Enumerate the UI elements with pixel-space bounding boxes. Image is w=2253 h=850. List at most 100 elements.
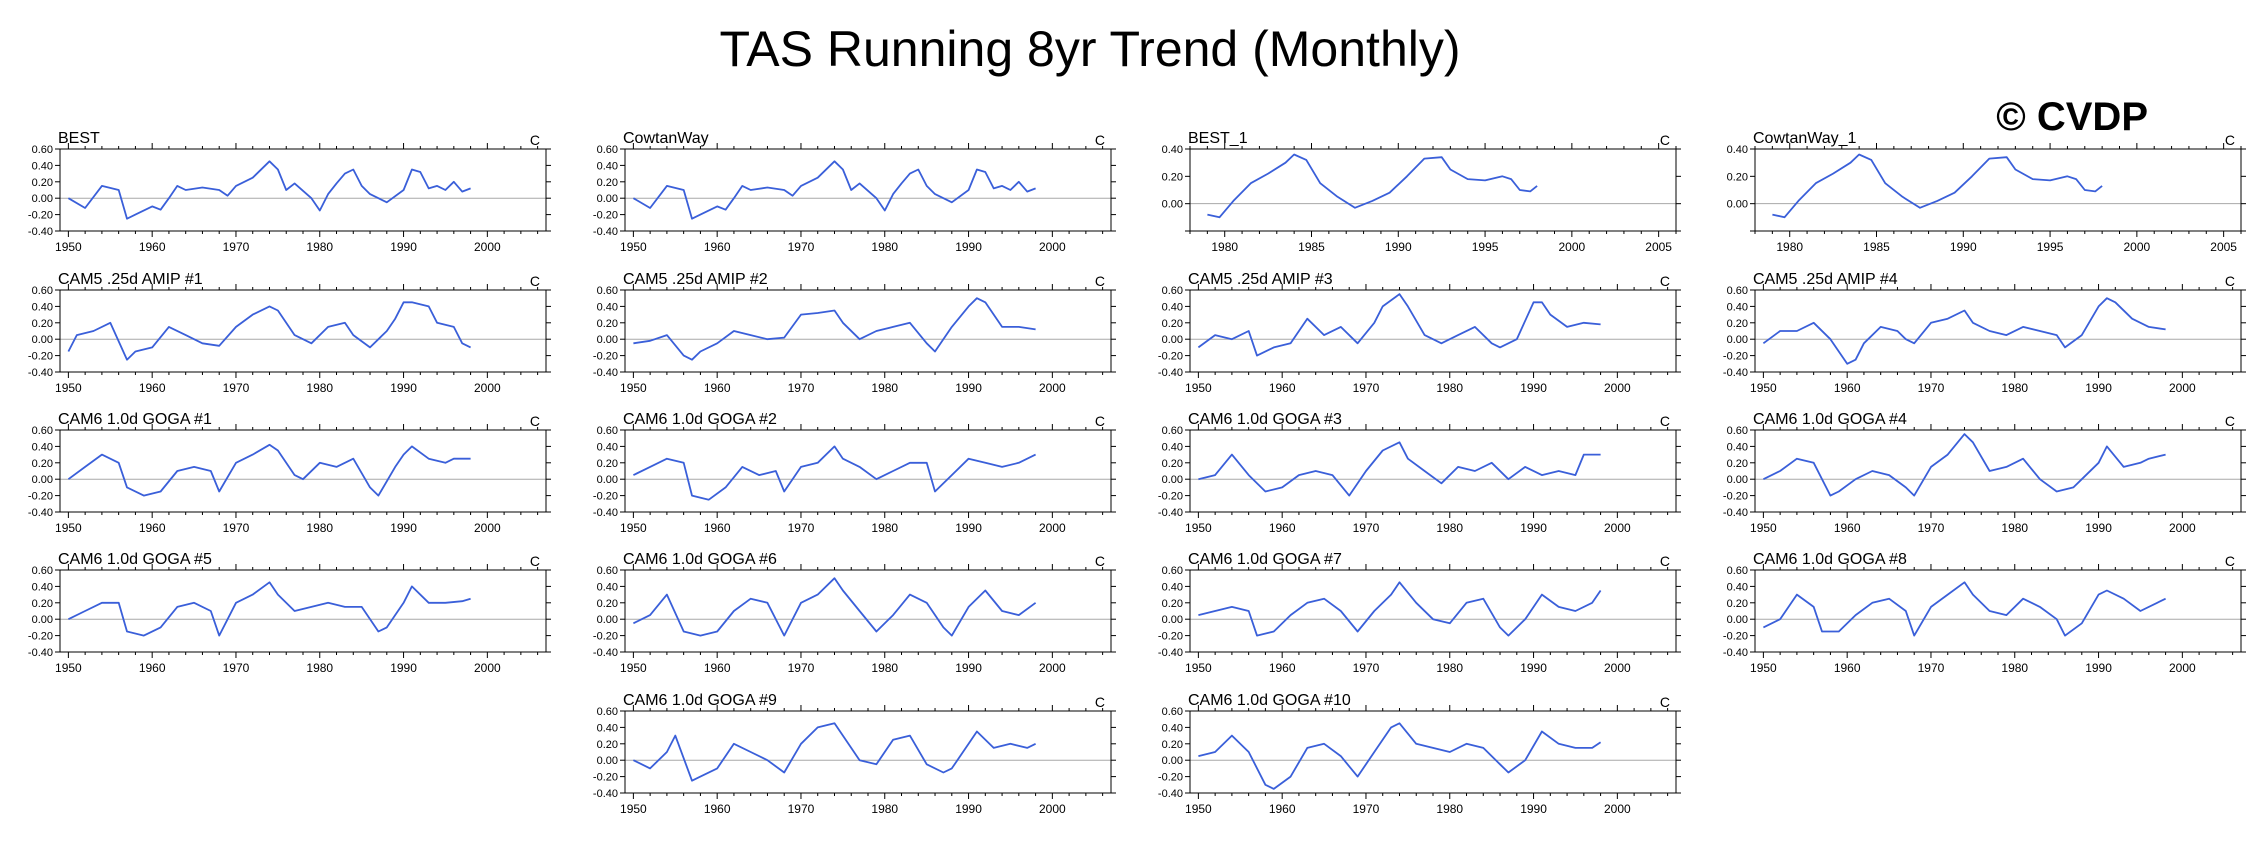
panel-title: CAM6 1.0d GOGA #9 <box>623 692 777 709</box>
plot-frame <box>1189 289 1677 373</box>
y-tick-label: 0.60 <box>32 144 53 156</box>
y-tick-label: 0.40 <box>1727 301 1748 313</box>
x-tick-label: 1960 <box>704 521 731 535</box>
y-tick-label: 0.00 <box>597 474 618 486</box>
y-tick-label: 0.40 <box>1727 581 1748 593</box>
panel-title: CAM6 1.0d GOGA #8 <box>1753 551 1907 568</box>
y-tick-label: 0.40 <box>1162 441 1183 453</box>
x-tick-label: 1990 <box>1520 802 1547 816</box>
x-tick-label: 1990 <box>1385 240 1412 254</box>
y-tick-label: 0.20 <box>1162 171 1183 183</box>
y-tick-label: 0.40 <box>597 441 618 453</box>
x-tick-label: 1980 <box>306 381 333 395</box>
x-tick-label: 1960 <box>704 240 731 254</box>
trend-line <box>67 443 471 497</box>
x-tick-label: 1990 <box>955 381 982 395</box>
plot-frame <box>624 569 1112 653</box>
y-tick-label: 0.40 <box>597 301 618 313</box>
y-tick-label: -0.40 <box>593 367 618 379</box>
panel-title: CAM6 1.0d GOGA #1 <box>58 411 212 428</box>
y-tick-label: 0.00 <box>1727 334 1748 346</box>
y-tick-label: -0.40 <box>1158 507 1183 519</box>
trend-line <box>67 160 471 220</box>
y-tick-label: 0.00 <box>1727 199 1748 211</box>
panel: CAM6 1.0d GOGA #2 C -0.40 -0.20 0.00 0.20 0.40… <box>593 411 1116 535</box>
x-tick-label: 1950 <box>620 521 647 535</box>
plot-frame <box>1189 148 1677 232</box>
panel-units: C <box>1660 694 1670 710</box>
x-tick-label: 1980 <box>1436 521 1463 535</box>
panel-grid: BEST C -0.40 -0.20 0.00 0.20 0.40 0.60 1950 1960 1… <box>28 130 2246 816</box>
x-tick-label: 1980 <box>871 381 898 395</box>
y-tick-label: 0.00 <box>32 334 53 346</box>
y-tick-label: -0.40 <box>1158 367 1183 379</box>
x-tick-label: 1970 <box>1918 521 1945 535</box>
y-tick-label: -0.20 <box>593 631 618 643</box>
y-tick-label: 0.20 <box>597 318 618 330</box>
panel: CAM5 .25d AMIP #2 C -0.40 -0.20 0.00 0.20 0.40… <box>593 271 1116 395</box>
x-tick-label: 1980 <box>871 802 898 816</box>
plot-frame <box>1754 289 2242 373</box>
y-tick-label: -0.40 <box>1723 647 1748 659</box>
x-tick-label: 1960 <box>704 661 731 675</box>
y-tick-label: 0.40 <box>1162 581 1183 593</box>
x-tick-label: 1990 <box>955 240 982 254</box>
x-tick-label: 1980 <box>871 240 898 254</box>
panel-units: C <box>1660 273 1670 289</box>
panel-title: CAM5 .25d AMIP #3 <box>1188 271 1333 288</box>
x-tick-label: 1950 <box>1750 521 1777 535</box>
y-tick-label: -0.40 <box>28 507 53 519</box>
y-tick-label: 0.60 <box>597 285 618 297</box>
y-tick-label: 0.20 <box>1162 598 1183 610</box>
y-tick-label: -0.20 <box>1723 631 1748 643</box>
y-tick-label: -0.40 <box>1723 507 1748 519</box>
panel-title: CAM6 1.0d GOGA #3 <box>1188 411 1342 428</box>
panel: CAM6 1.0d GOGA #7 C -0.40 -0.20 0.00 0.20 0.40… <box>1158 551 1681 675</box>
y-tick-label: 0.60 <box>597 144 618 156</box>
panel: BEST_1 C 0.00 0.20 0.40 1980 1985 1990 1995 2000 2… <box>1162 130 1681 254</box>
panel-title: CAM5 .25d AMIP #1 <box>58 271 203 288</box>
y-tick-label: -0.20 <box>1723 491 1748 503</box>
panel: CAM5 .25d AMIP #1 C -0.40 -0.20 0.00 0.20 0.40… <box>28 271 551 395</box>
y-tick-label: -0.20 <box>1158 491 1183 503</box>
trend-line <box>1763 581 2166 637</box>
y-tick-label: 0.20 <box>1727 458 1748 470</box>
y-tick-label: 0.20 <box>1162 318 1183 330</box>
x-tick-label: 1995 <box>1472 240 1499 254</box>
y-tick-label: -0.40 <box>28 367 53 379</box>
trend-line <box>1762 297 2166 365</box>
y-tick-label: 0.60 <box>1162 285 1183 297</box>
panel-units: C <box>1660 553 1670 569</box>
x-tick-label: 2000 <box>1604 521 1631 535</box>
x-tick-label: 1970 <box>788 521 815 535</box>
panel-title: CAM6 1.0d GOGA #6 <box>623 551 777 568</box>
x-tick-label: 1990 <box>1950 240 1977 254</box>
y-tick-label: 0.00 <box>1727 614 1748 626</box>
x-tick-label: 2000 <box>474 381 501 395</box>
x-tick-label: 2000 <box>474 240 501 254</box>
x-tick-label: 2000 <box>1039 521 1066 535</box>
trend-line <box>1198 441 1601 497</box>
y-tick-label: -0.20 <box>1723 351 1748 363</box>
trend-line <box>1763 433 2166 497</box>
y-tick-label: 0.20 <box>32 318 53 330</box>
x-tick-label: 1990 <box>955 802 982 816</box>
y-tick-label: -0.40 <box>1158 788 1183 800</box>
y-tick-label: 0.60 <box>32 565 53 577</box>
y-tick-label: 0.00 <box>1727 474 1748 486</box>
panel-units: C <box>1660 413 1670 429</box>
x-tick-label: 1950 <box>1185 381 1212 395</box>
figure-title: TAS Running 8yr Trend (Monthly) <box>719 21 1460 77</box>
x-tick-label: 1970 <box>223 240 250 254</box>
y-tick-label: -0.40 <box>28 226 53 238</box>
x-tick-label: 1960 <box>1269 381 1296 395</box>
y-tick-label: 0.60 <box>597 706 618 718</box>
y-tick-label: -0.40 <box>1723 367 1748 379</box>
panel-units: C <box>1095 553 1105 569</box>
x-tick-label: 1960 <box>704 381 731 395</box>
panel-title: CAM5 .25d AMIP #2 <box>623 271 768 288</box>
x-tick-label: 1985 <box>1863 240 1890 254</box>
y-tick-label: 0.00 <box>32 614 53 626</box>
panel-title: CAM6 1.0d GOGA #5 <box>58 551 212 568</box>
